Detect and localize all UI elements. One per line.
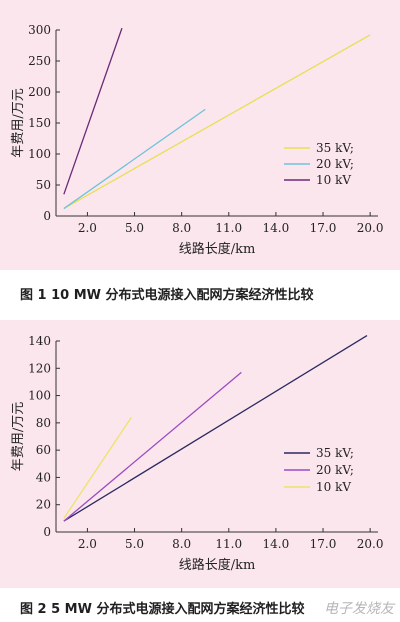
watermark: 电子发烧友 [324,601,394,617]
legend-label: 35 kV; [316,446,354,460]
legend-label: 10 kV [316,173,351,187]
series-line-35kv [63,334,368,522]
y-tick-label: 120 [28,361,51,375]
x-tick-label: 11.0 [215,221,242,235]
y-tick-label: 0 [43,525,51,539]
legend-label: 10 kV [316,480,351,494]
y-axis-title: 年费用/万元 [11,88,26,157]
x-tick-label: 5.0 [125,221,144,235]
x-tick-label: 14.0 [263,221,290,235]
x-tick-label: 2.0 [78,221,97,235]
chart-panel-1: 0 50 100 150 200 250 300 2.0 5.0 8.0 11.0 14.0 17.0 2… [0,0,400,270]
x-tick-label: 17.0 [310,537,337,551]
y-tick-label: 200 [28,85,51,99]
y-tick-label: 250 [28,54,51,68]
legend-label: 20 kV; [316,157,354,171]
y-tick-label: 150 [28,116,51,130]
figure-caption-1: 图 1 10 MW 分布式电源接入配网方案经济性比较 [20,288,314,303]
chart-2-svg: 0 20 40 60 80 100 120 140 2.0 5.0 8.0 11.0 14.0 17.0 2… [11,334,384,573]
legend-label: 35 kV; [316,141,354,155]
series-line-10kv [63,417,132,519]
y-tick-label: 80 [36,416,51,430]
y-tick-label: 50 [36,178,51,192]
x-tick-label: 20.0 [357,221,384,235]
figure-caption-2: 图 2 5 MW 分布式电源接入配网方案经济性比较 [20,602,305,617]
x-tick-label: 14.0 [263,537,290,551]
series-line-35kv [63,34,371,210]
y-tick-label: 100 [28,389,51,403]
y-tick-label: 20 [36,498,51,512]
y-tick-label: 0 [43,209,51,223]
legend-label: 20 kV; [316,463,354,477]
x-axis-title: 线路长度/km [179,241,256,257]
y-tick-label: 40 [36,470,51,484]
x-axis-title: 线路长度/km [179,557,256,573]
x-tick-label: 8.0 [172,537,191,551]
y-tick-label: 300 [28,23,51,37]
y-tick-label: 100 [28,147,51,161]
y-axis-title: 年费用/万元 [11,402,26,471]
y-tick-label: 140 [28,334,51,348]
y-tick-label: 60 [36,443,51,457]
x-tick-label: 20.0 [357,537,384,551]
chart-panel-2: 0 20 40 60 80 100 120 140 2.0 5.0 8.0 11.0 14.0 17.0 2… [0,320,400,588]
series-line-10kv [63,27,123,195]
series-line-20kv [63,371,242,522]
x-tick-label: 2.0 [78,537,97,551]
series-line-20kv [63,108,206,210]
x-tick-label: 8.0 [172,221,191,235]
chart-1-svg: 0 50 100 150 200 250 300 2.0 5.0 8.0 11.0 14.0 17.0 2… [11,23,384,257]
x-tick-label: 17.0 [310,221,337,235]
x-tick-label: 11.0 [215,537,242,551]
x-tick-label: 5.0 [125,537,144,551]
